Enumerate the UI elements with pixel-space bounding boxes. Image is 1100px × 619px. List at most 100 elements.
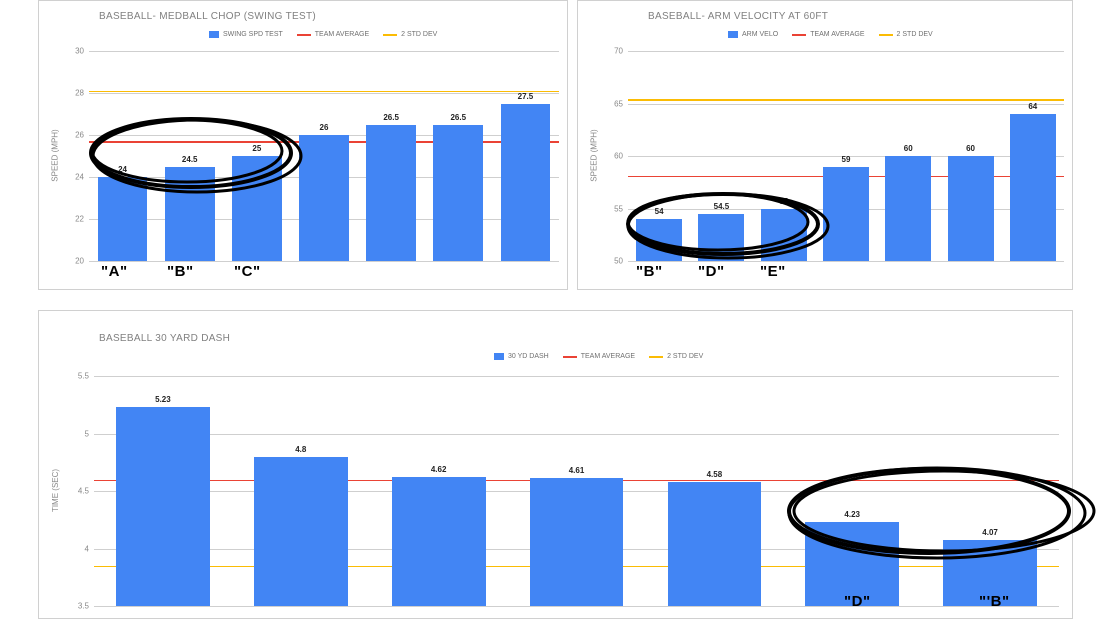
- bar-slot: 24: [89, 51, 156, 261]
- legend-swatch-icon: [728, 31, 738, 38]
- bar-slot: 59: [815, 51, 877, 261]
- bar: 54: [636, 219, 682, 261]
- chart-c-ylabel: TIME (SEC): [51, 469, 60, 512]
- bar-slot: 55: [753, 51, 815, 261]
- legend-item: 2 STD DEV: [649, 353, 703, 360]
- bar-value-label: 26: [320, 123, 329, 132]
- legend-label: TEAM AVERAGE: [315, 31, 369, 38]
- bar-slot: 4.07: [921, 376, 1059, 606]
- legend-item: TEAM AVERAGE: [792, 31, 864, 38]
- bar: 4.61: [530, 478, 624, 606]
- bar-value-label: 5.23: [155, 395, 171, 404]
- bar-value-label: 24.5: [182, 155, 198, 164]
- y-tick-label: 5: [85, 429, 94, 438]
- chart-b-legend: ARM VELO TEAM AVERAGE 2 STD DEV: [728, 31, 933, 38]
- bar-value-label: 55: [779, 197, 788, 206]
- bar-slot: 26.5: [358, 51, 425, 261]
- bar: 26.5: [433, 125, 483, 262]
- y-tick-label: 65: [614, 99, 628, 108]
- panel-arm-velocity: BASEBALL- ARM VELOCITY AT 60FT ARM VELO …: [577, 0, 1073, 290]
- y-tick-label: 24: [75, 173, 89, 182]
- bar-value-label: 54.5: [714, 202, 730, 211]
- bar-slot: 4.23: [783, 376, 921, 606]
- chart-a-plot: 2022242628302424.5252626.526.527.5: [89, 51, 559, 261]
- bar: 4.8: [254, 457, 348, 607]
- x-annot: "'B": [979, 593, 1010, 610]
- grid-line: [94, 606, 1059, 607]
- bar: 24: [98, 177, 148, 261]
- chart-c-title: BASEBALL 30 YARD DASH: [99, 333, 230, 344]
- y-tick-label: 50: [614, 257, 628, 266]
- bar: 59: [823, 167, 869, 262]
- legend-swatch-icon: [494, 353, 504, 360]
- bar: 60: [948, 156, 994, 261]
- x-annot: "B": [167, 263, 194, 280]
- bar-slot: 25: [223, 51, 290, 261]
- bar-value-label: 64: [1028, 102, 1037, 111]
- bar-slot: 54: [628, 51, 690, 261]
- bar-value-label: 4.8: [295, 445, 306, 454]
- legend-label: 30 YD DASH: [508, 353, 549, 360]
- bar: 26.5: [366, 125, 416, 262]
- bar-value-label: 25: [252, 144, 261, 153]
- legend-label: SWING SPD TEST: [223, 31, 283, 38]
- legend-item: 2 STD DEV: [383, 31, 437, 38]
- bar-value-label: 27.5: [518, 92, 534, 101]
- y-tick-label: 28: [75, 89, 89, 98]
- legend-label: TEAM AVERAGE: [581, 353, 635, 360]
- bars-container: 24 24.5 25 26 26.5 26.5 27.5: [89, 51, 559, 261]
- bar-slot: 4.61: [508, 376, 646, 606]
- y-tick-label: 5.5: [78, 372, 94, 381]
- chart-a-ylabel: SPEED (MPH): [51, 129, 60, 181]
- legend-line-icon: [649, 356, 663, 358]
- legend-line-icon: [297, 34, 311, 36]
- legend-item: TEAM AVERAGE: [563, 353, 635, 360]
- y-tick-label: 4.5: [78, 487, 94, 496]
- bar-value-label: 26.5: [450, 113, 466, 122]
- bar: 5.23: [116, 407, 210, 606]
- legend-line-icon: [383, 34, 397, 36]
- bar: 4.58: [668, 482, 762, 606]
- grid-line: [89, 261, 559, 262]
- bar: 60: [885, 156, 931, 261]
- bar-slot: 4.58: [645, 376, 783, 606]
- chart-b-plot: 50556065705454.55559606064: [628, 51, 1064, 261]
- bar-value-label: 54: [655, 207, 664, 216]
- bars-container: 5.234.84.624.614.584.234.07: [94, 376, 1059, 606]
- bar-slot: 64: [1002, 51, 1064, 261]
- legend-label: TEAM AVERAGE: [810, 31, 864, 38]
- bar-slot: 5.23: [94, 376, 232, 606]
- legend-label: ARM VELO: [742, 31, 778, 38]
- legend-item: SWING SPD TEST: [209, 31, 283, 38]
- chart-a-legend: SWING SPD TEST TEAM AVERAGE 2 STD DEV: [209, 31, 437, 38]
- bar-value-label: 4.07: [982, 528, 998, 537]
- y-tick-label: 55: [614, 204, 628, 213]
- bar-slot: 4.62: [370, 376, 508, 606]
- bar: 27.5: [501, 104, 551, 262]
- y-tick-label: 3.5: [78, 602, 94, 611]
- chart-c-plot: 3.544.555.55.234.84.624.614.584.234.07: [94, 376, 1059, 606]
- bar-value-label: 59: [842, 155, 851, 164]
- bar: 64: [1010, 114, 1056, 261]
- chart-a-title: BASEBALL- MEDBALL CHOP (SWING TEST): [99, 11, 316, 22]
- bar-value-label: 24: [118, 165, 127, 174]
- legend-item: ARM VELO: [728, 31, 778, 38]
- bar-value-label: 26.5: [383, 113, 399, 122]
- bar-value-label: 4.58: [707, 470, 723, 479]
- bar: 54.5: [698, 214, 744, 261]
- legend-item: 30 YD DASH: [494, 353, 549, 360]
- bar-value-label: 4.61: [569, 466, 585, 475]
- y-tick-label: 30: [75, 47, 89, 56]
- bar-slot: 60: [877, 51, 939, 261]
- bar-slot: 26: [290, 51, 357, 261]
- bar-slot: 4.8: [232, 376, 370, 606]
- legend-label: 2 STD DEV: [897, 31, 933, 38]
- chart-c-legend: 30 YD DASH TEAM AVERAGE 2 STD DEV: [494, 353, 703, 360]
- legend-item: 2 STD DEV: [879, 31, 933, 38]
- legend-label: 2 STD DEV: [401, 31, 437, 38]
- y-tick-label: 4: [85, 544, 94, 553]
- chart-b-title: BASEBALL- ARM VELOCITY AT 60FT: [648, 11, 828, 22]
- y-tick-label: 20: [75, 257, 89, 266]
- legend-swatch-icon: [209, 31, 219, 38]
- y-tick-label: 26: [75, 131, 89, 140]
